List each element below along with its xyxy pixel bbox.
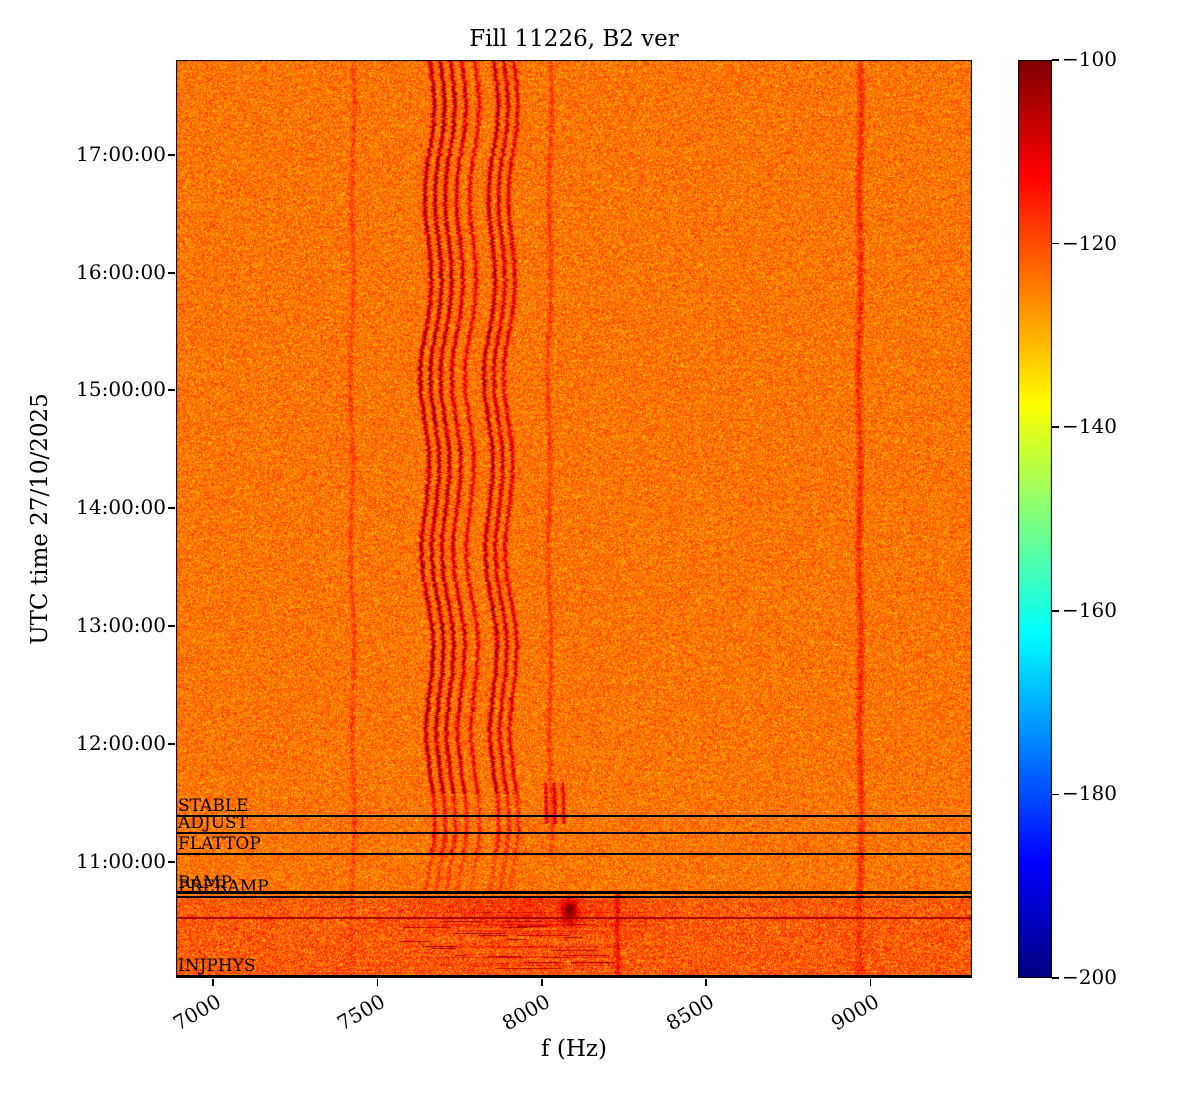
colorbar-tick-label: −120 xyxy=(1062,230,1117,255)
y-tick-label: 11:00:00 xyxy=(76,849,166,874)
colorbar xyxy=(1018,60,1052,978)
colorbar-tick-mark xyxy=(1052,426,1059,428)
chart-title: Fill 11226, B2 ver xyxy=(469,26,679,52)
y-tick-mark xyxy=(168,389,175,391)
colorbar-tick-label: −200 xyxy=(1062,965,1117,989)
colorbar-tick-mark xyxy=(1052,242,1059,245)
colorbar-tick-label: −140 xyxy=(1062,414,1117,439)
y-tick-mark xyxy=(168,625,175,627)
y-tick-mark xyxy=(168,743,175,745)
colorbar-tick-label: −100 xyxy=(1062,47,1117,71)
x-tick-mark xyxy=(541,979,543,986)
y-tick-label: 12:00:00 xyxy=(76,731,166,755)
colorbar-tick-label: −160 xyxy=(1062,597,1117,622)
x-tick-mark xyxy=(869,979,872,986)
y-tick-label: 13:00:00 xyxy=(76,613,166,638)
spectrogram-heatmap xyxy=(176,60,972,978)
colorbar-tick-mark xyxy=(1052,977,1059,979)
y-tick-mark xyxy=(168,861,175,863)
y-tick-label: 17:00:00 xyxy=(76,142,166,166)
colorbar-tick-mark xyxy=(1052,59,1059,61)
colorbar-tick-mark xyxy=(1052,610,1059,612)
y-tick-mark xyxy=(168,507,175,509)
x-tick-mark xyxy=(212,979,214,986)
y-tick-label: 14:00:00 xyxy=(76,494,166,519)
x-tick-mark xyxy=(376,979,379,986)
y-tick-mark xyxy=(168,154,175,156)
x-tick-mark xyxy=(705,979,707,986)
y-tick-label: 15:00:00 xyxy=(76,377,166,402)
y-tick-label: 16:00:00 xyxy=(76,259,166,284)
x-axis-label: f (Hz) xyxy=(541,1036,607,1062)
y-tick-mark xyxy=(168,272,175,274)
y-axis-label: UTC time 27/10/2025 xyxy=(27,393,53,645)
colorbar-tick-label: −180 xyxy=(1062,781,1117,806)
colorbar-tick-mark xyxy=(1052,793,1059,796)
